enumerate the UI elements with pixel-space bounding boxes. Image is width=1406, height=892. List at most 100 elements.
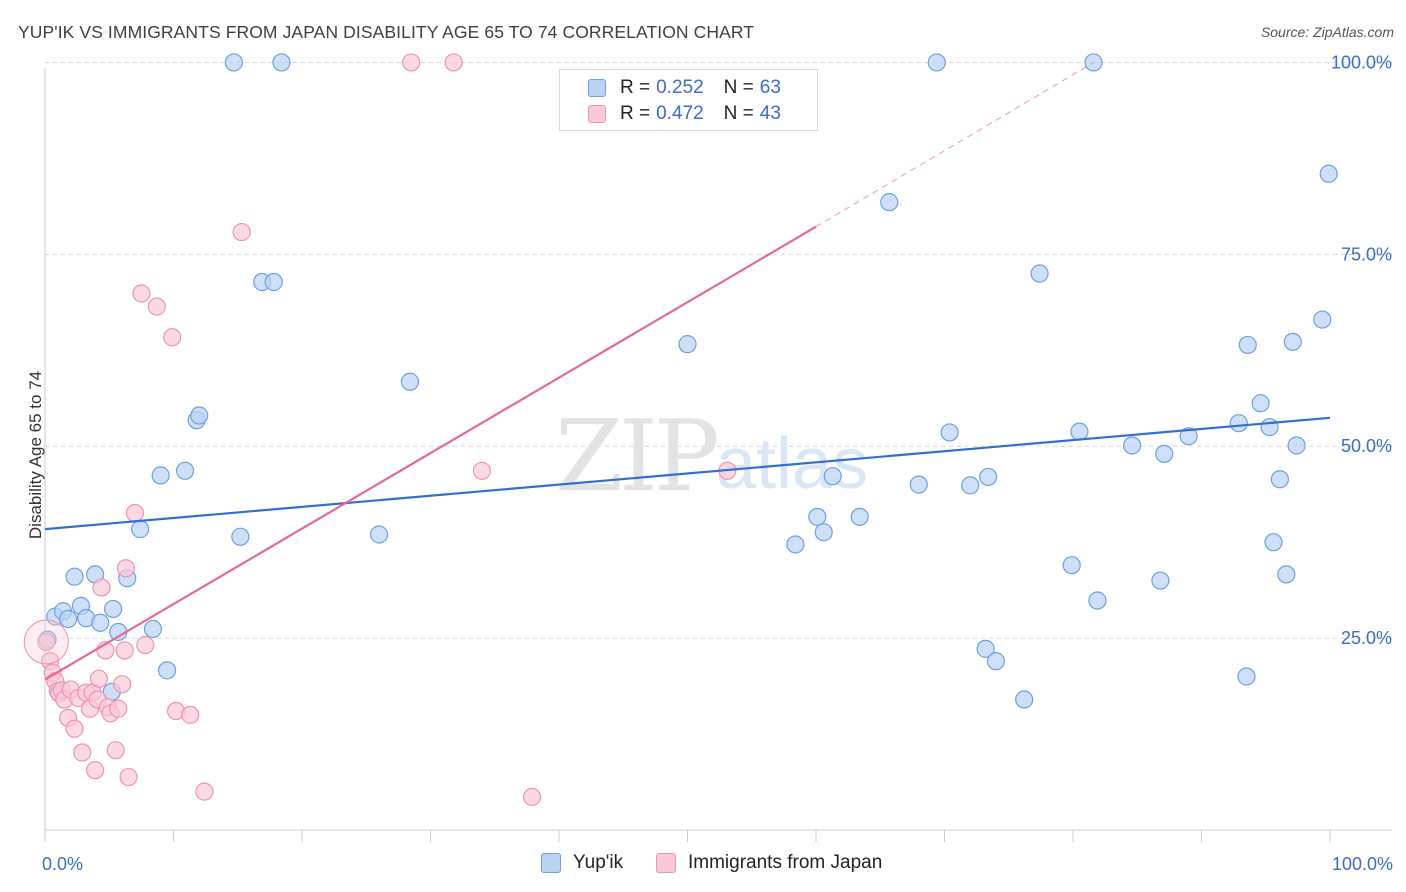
japan-point xyxy=(65,719,84,738)
japan-point xyxy=(37,632,56,652)
y-tick-label: 75.0% xyxy=(1341,244,1392,264)
yupik-point xyxy=(1229,414,1248,433)
japan-point xyxy=(115,641,134,660)
yupik-point xyxy=(1015,690,1034,709)
legend-label-yupik: Yup'ik xyxy=(573,852,624,873)
yupik-point xyxy=(130,520,150,539)
yupik-point xyxy=(91,613,110,632)
legend-item-japan: Immigrants from Japan xyxy=(656,852,882,874)
yupik-point xyxy=(986,652,1006,671)
yupik-point xyxy=(1155,444,1174,464)
yupik-point xyxy=(927,53,946,72)
legend-swatch-blue xyxy=(588,79,606,97)
legend-n-value: 43 xyxy=(759,103,781,124)
yupik-point xyxy=(231,527,250,546)
yupik-point xyxy=(1264,533,1283,552)
japan-point xyxy=(132,284,151,303)
yupik-point xyxy=(1270,470,1289,489)
japan-point xyxy=(92,578,111,597)
chart-title: YUP'IK VS IMMIGRANTS FROM JAPAN DISABILI… xyxy=(18,22,755,42)
japan-point xyxy=(109,699,128,718)
yupik-point xyxy=(370,525,389,544)
legend-row-japan: R = 0.472 N = 43 xyxy=(588,102,781,126)
yupik-point xyxy=(909,475,928,494)
yupik-trendline xyxy=(44,416,1331,531)
japan-point xyxy=(472,461,491,480)
legend-r-label: R = xyxy=(620,103,651,124)
yupik-point xyxy=(1319,164,1338,183)
japan-point xyxy=(106,741,125,760)
legend-item-yupik: Yup'ik xyxy=(541,852,623,874)
legend-n-value: 63 xyxy=(759,77,781,98)
yupik-point xyxy=(151,466,170,485)
japan-point xyxy=(112,675,132,694)
yupik-point xyxy=(1070,422,1089,441)
source-label: Source: ZipAtlas.com xyxy=(1260,24,1394,40)
yupik-point xyxy=(1062,556,1081,575)
legend-n-label: N = xyxy=(723,77,754,98)
y-tick-label: 100.0% xyxy=(1331,52,1392,72)
correlation-legend: R = 0.252 N = 63 R = 0.472 N = 43 xyxy=(559,69,818,131)
legend-r-value: 0.472 xyxy=(656,103,704,124)
japan-point xyxy=(444,53,463,72)
yupik-point xyxy=(264,272,283,292)
japan-point xyxy=(125,503,145,523)
y-axis-label: Disability Age 65 to 74 xyxy=(26,370,45,540)
yupik-point xyxy=(1123,436,1142,455)
japan-point xyxy=(89,669,109,688)
yupik-point xyxy=(940,423,959,442)
yupik-point xyxy=(190,406,209,425)
japan-point xyxy=(147,297,166,316)
japan-point xyxy=(73,743,92,762)
yupik-point xyxy=(400,372,420,391)
yupik-point xyxy=(1030,264,1049,283)
yupik-point xyxy=(979,467,998,487)
yupik-point xyxy=(272,53,291,72)
yupik-point xyxy=(1313,310,1332,329)
yupik-point xyxy=(808,507,827,526)
japan-point-large xyxy=(23,619,69,665)
legend-swatch-pink xyxy=(588,105,606,123)
yupik-point xyxy=(224,53,243,72)
japan-point xyxy=(116,559,136,578)
yupik-point xyxy=(976,639,995,658)
yupik-point xyxy=(104,599,123,619)
japan-point xyxy=(163,328,182,347)
legend-swatch-blue xyxy=(541,853,561,873)
japan-trendline-extension xyxy=(815,61,1094,228)
yupik-point xyxy=(1179,427,1198,446)
yupik-point xyxy=(1287,436,1306,455)
y-tick-label: 50.0% xyxy=(1341,436,1392,456)
legend-label-japan: Immigrants from Japan xyxy=(688,852,883,873)
yupik-point xyxy=(65,567,84,586)
y-tick-label: 25.0% xyxy=(1341,628,1392,648)
yupik-point xyxy=(961,476,980,495)
legend-n-label: N = xyxy=(723,103,754,124)
yupik-point xyxy=(1088,591,1107,610)
yupik-point xyxy=(823,467,842,486)
japan-point xyxy=(136,635,155,655)
yupik-point xyxy=(1283,332,1302,351)
x-tick-label: 0.0% xyxy=(42,854,83,874)
legend-row-yupik: R = 0.252 N = 63 xyxy=(588,76,781,100)
x-tick-label: 100.0% xyxy=(1332,854,1393,874)
yupik-point xyxy=(1238,335,1257,355)
yupik-point xyxy=(814,523,833,542)
legend-r-value: 0.252 xyxy=(656,77,704,98)
japan-point xyxy=(119,767,138,787)
yupik-point xyxy=(1237,667,1256,686)
yupik-point xyxy=(1277,565,1296,584)
series-legend: Yup'ik Immigrants from Japan xyxy=(0,852,1406,878)
japan-point xyxy=(232,222,251,242)
yupik-point xyxy=(880,193,899,212)
yupik-point xyxy=(678,335,697,354)
japan-trendline xyxy=(44,225,817,681)
yupik-point xyxy=(1251,394,1270,413)
legend-r-label: R = xyxy=(620,77,651,98)
legend-swatch-pink xyxy=(656,853,676,873)
watermark-zip: ZIP xyxy=(555,400,717,514)
yupik-point xyxy=(850,507,869,526)
yupik-point xyxy=(786,535,805,554)
yupik-point xyxy=(59,609,78,629)
